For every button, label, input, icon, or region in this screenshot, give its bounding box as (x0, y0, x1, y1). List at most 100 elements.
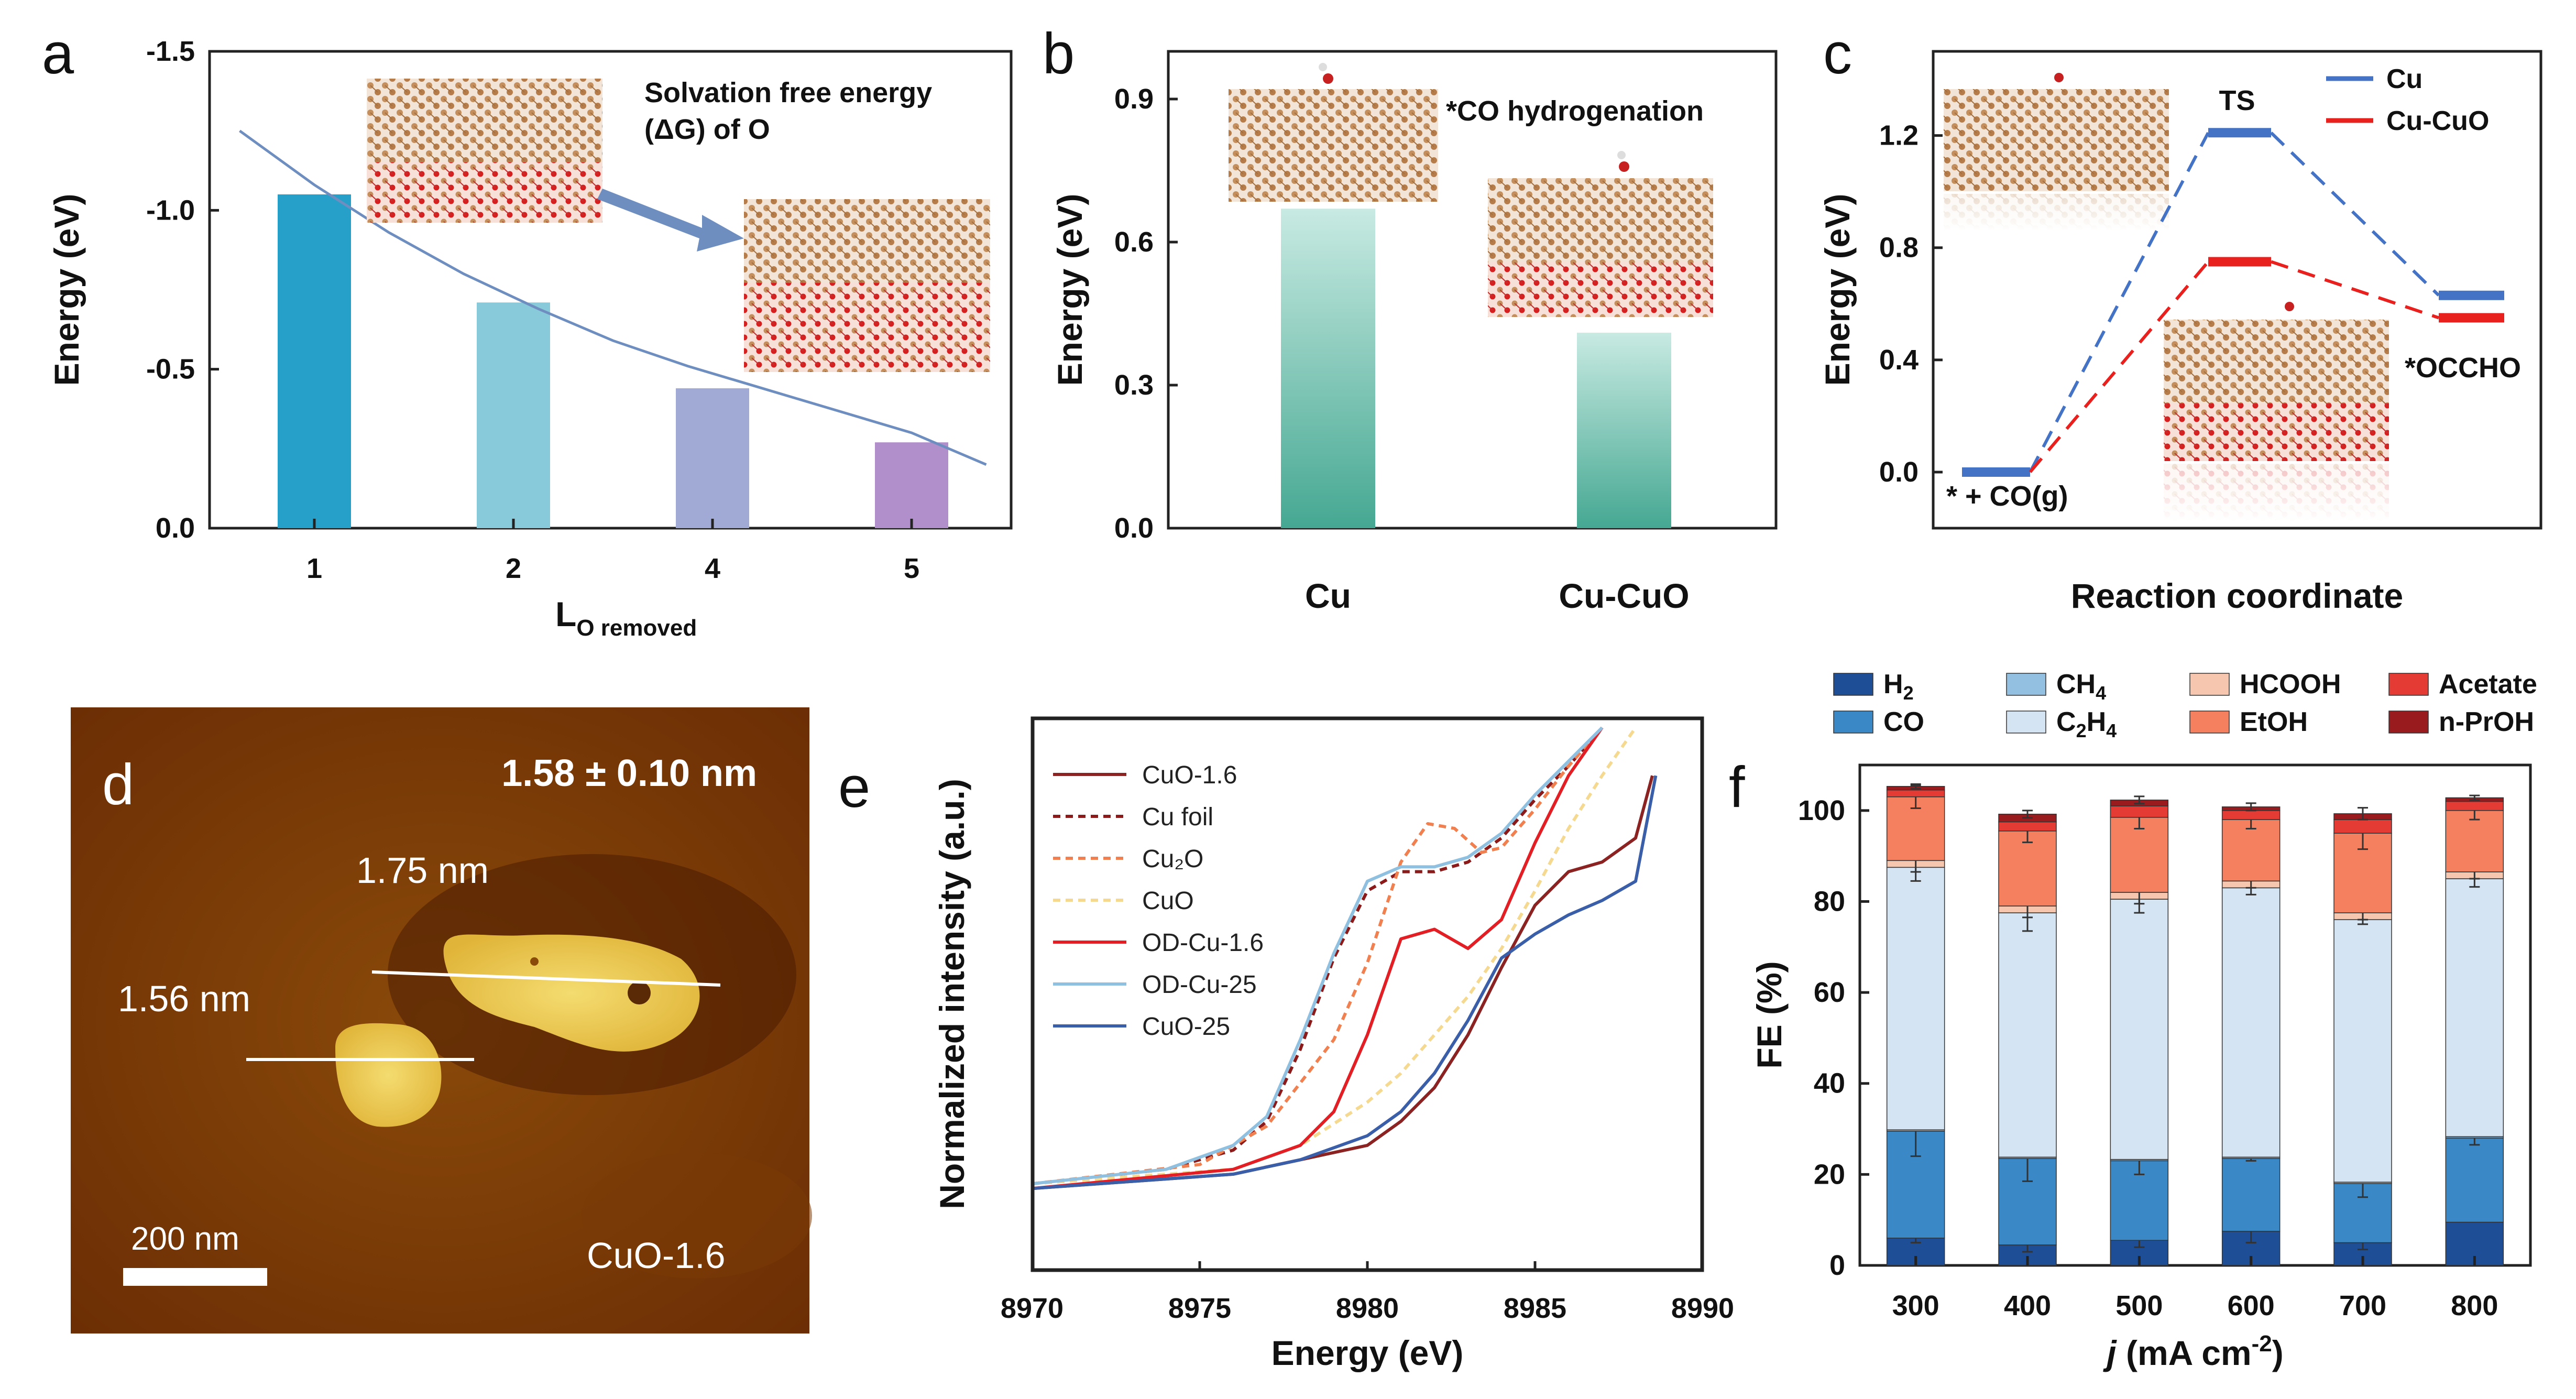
segment-CO-800 (2445, 1138, 2504, 1223)
structure-cucuo-c (2164, 302, 2389, 521)
bar-b-Cu-CuO (1577, 332, 1671, 528)
y-tick-label: 80 (1814, 886, 1845, 917)
panel-c: c 0.0 0.4 0.8 1.2 Energy (eV) Reaction coor… (1818, 21, 2542, 615)
y-tick-label: 1.2 (1879, 120, 1919, 151)
height-label-lower: 1.56 nm (118, 978, 250, 1019)
ylabel-c: Energy (eV) (1818, 194, 1857, 386)
ylabel-f: FE (%) (1750, 961, 1789, 1068)
x-tick-label: 8990 (1671, 1293, 1734, 1324)
x-tick-label: Cu (1305, 576, 1351, 615)
x-tick-label: 400 (2004, 1290, 2051, 1321)
x-axis-a: 1 2 4 5 (306, 519, 919, 584)
y-tick-label: 0.9 (1114, 83, 1154, 115)
spectrum-OD-Cu-1.6 (1032, 726, 1604, 1190)
segment-Acetate-800 (2445, 801, 2504, 811)
segment-CO-400 (1998, 1158, 2057, 1245)
afm-pit-small (530, 957, 539, 966)
connector-Cu-CuO (2029, 260, 2210, 473)
state-label-start: * + CO(g) (1946, 480, 2068, 512)
segment-C2H4-600 (2221, 887, 2281, 1158)
spectrum-OD-Cu-25 (1032, 726, 1604, 1186)
xlabel-f: j (mA cm-2) (2102, 1331, 2283, 1372)
legend-e: CuO-1.6 Cu foil Cu₂O CuO OD-Cu-1.6 OD-Cu-25 Cu… (1053, 761, 1264, 1041)
x-tick-label: 8985 (1504, 1293, 1566, 1324)
legend-label-CuO-1.6: CuO-1.6 (1142, 761, 1237, 789)
segment-CO-600 (2221, 1158, 2281, 1232)
connector-Cu (2270, 132, 2440, 297)
x-axis-f: 300 400 500 600 700 800 (1892, 1256, 2498, 1321)
y-tick-label: 100 (1798, 795, 1845, 826)
structure-unrelaxed-a (367, 79, 602, 223)
y-tick-label: -1.5 (146, 36, 195, 67)
afm-particle-lower (335, 1023, 442, 1127)
fit-curve-a (239, 129, 987, 466)
segment-C2H4-400 (1998, 912, 2057, 1158)
x-tick-label: 500 (2115, 1290, 2163, 1321)
legend-label-CO: CO (1883, 707, 1924, 737)
legend-label-C2H4: C2H4 (2056, 707, 2117, 741)
legend-label-OD-Cu-25: OD-Cu-25 (1142, 971, 1257, 999)
y-tick-label: -0.5 (146, 354, 195, 385)
panel-label-c: c (1823, 21, 1852, 86)
legend-swatch-CH4 (2006, 673, 2046, 696)
y-tick-label: 0.8 (1879, 232, 1919, 264)
plot-frame-f (1858, 763, 2532, 1267)
profile-line-upper (371, 970, 721, 987)
segment-Acetate-400 (1998, 821, 2057, 832)
annotation-a-line2: (ΔG) of O (644, 114, 770, 145)
y-tick-label: 20 (1814, 1158, 1845, 1190)
plot-frame-c (1932, 50, 2542, 530)
connector-Cu (2029, 132, 2210, 473)
arrow-a (597, 189, 744, 252)
segment-EtOH-500 (2110, 817, 2169, 893)
panel-b: b 0.0 0.3 0.6 0.9 Cu Cu-CuO Energy (eV) *CO … (1043, 21, 1778, 615)
bar-a-1 (278, 194, 351, 528)
x-tick-label: 300 (1892, 1290, 1939, 1321)
panel-label-e: e (838, 755, 870, 819)
segment-C2H4-500 (2110, 899, 2169, 1160)
spectrum-CuO-25 (1032, 775, 1658, 1190)
x-tick-label: 700 (2339, 1290, 2386, 1321)
segment-C2H4-700 (2333, 919, 2392, 1183)
legend-swatch-Acetate (2388, 673, 2429, 696)
legend-swatch-H2 (1833, 673, 1873, 696)
state-label-ts: TS (2219, 85, 2255, 116)
x-tick-label: Cu-CuO (1559, 576, 1689, 615)
segment-Acetate-600 (2221, 810, 2281, 820)
y-tick-label: 0.4 (1879, 344, 1919, 376)
legend-swatch-C2H4 (2006, 711, 2046, 734)
legend-label-Cu-CuO: Cu-CuO (2386, 106, 2489, 136)
y-tick-label: 0.0 (156, 512, 195, 544)
spectra-e (1032, 726, 1658, 1190)
panel-d: d 1.58 ± 0.10 nm 1.75 nm 1.56 nm 200 nm … (71, 707, 812, 1334)
y-tick-label: 0.0 (1114, 512, 1154, 544)
panel-label-d: d (102, 752, 134, 817)
x-tick-label: 8975 (1168, 1293, 1231, 1324)
spectrum-CuO-1.6 (1032, 775, 1654, 1190)
legend-swatch-n-PrOH (2388, 711, 2429, 734)
plot-frame-e (1031, 716, 1704, 1272)
structure-relaxed-a (744, 199, 990, 372)
segment-EtOH-600 (2221, 819, 2281, 882)
x-tick-label: 4 (705, 553, 720, 584)
panel-e: e 8970 8975 8980 8985 8990 CuO-1.6 Cu foil Cu₂… (838, 716, 1734, 1372)
y-tick-label: 0.3 (1114, 369, 1154, 401)
y-tick-label: 0.6 (1114, 226, 1154, 258)
legend-swatch-HCOOH (2189, 673, 2230, 696)
ylabel-b: Energy (eV) (1050, 194, 1089, 386)
bar-b-Cu (1281, 209, 1375, 528)
panel-label-f: f (1729, 755, 1745, 819)
height-label-upper: 1.75 nm (356, 850, 489, 891)
x-tick-label: 600 (2228, 1290, 2275, 1321)
y-tick-label: 60 (1814, 977, 1845, 1008)
bars-a (278, 194, 948, 528)
legend-label-H2: H2 (1883, 669, 1914, 704)
segment-C2H4-300 (1886, 867, 1945, 1131)
xlabel-e: Energy (eV) (1271, 1334, 1464, 1372)
spectrum-CuO (1032, 726, 1637, 1186)
y-axis-a: -1.5 -1.0 -0.5 0.0 (146, 36, 219, 544)
legend-label-Cu foil: Cu foil (1142, 803, 1213, 831)
ylabel-a: Energy (eV) (47, 194, 86, 386)
